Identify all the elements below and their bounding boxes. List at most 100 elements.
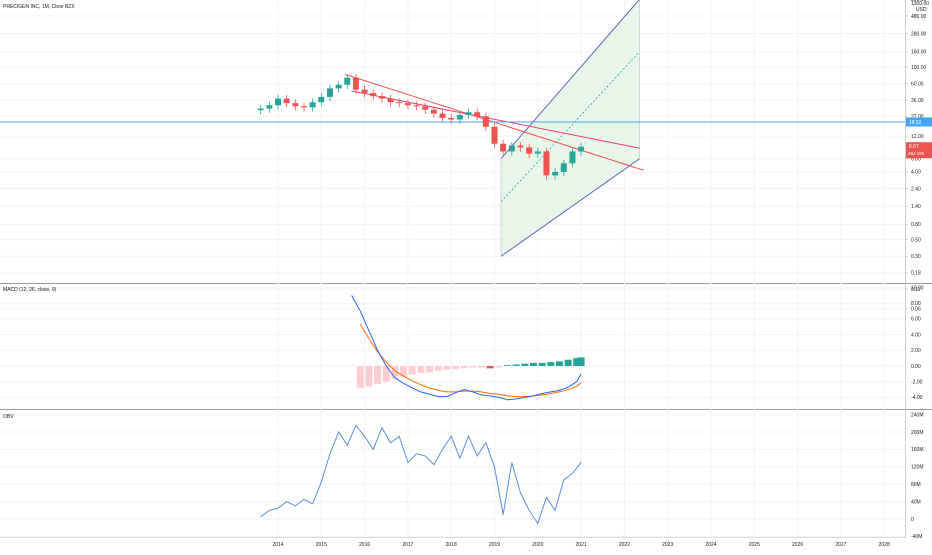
macd-histogram-bar — [495, 366, 503, 368]
last-price-badge — [906, 142, 932, 159]
obv-axis-label: 200M — [911, 430, 924, 436]
time-axis-label: 2026 — [792, 542, 803, 548]
price-axis-label: 0.80 — [911, 222, 921, 228]
price-axis-label: 2.40 — [911, 186, 921, 192]
candle-body — [283, 98, 290, 104]
candle-body — [534, 151, 541, 154]
candle-body — [517, 145, 524, 148]
price-axis-label: 0.30 — [911, 254, 921, 260]
price-axis-label: 36.00 — [911, 98, 924, 104]
price-axis-label: 160.00 — [911, 50, 927, 56]
candle-body — [543, 151, 550, 176]
macd-histogram-bar — [391, 366, 399, 380]
price-axis-label: 0.11 — [911, 287, 921, 293]
macd-histogram-bar — [452, 366, 460, 370]
time-axis-label: 2028 — [879, 542, 890, 548]
candle-body — [465, 112, 472, 115]
macd-histogram-bar — [486, 366, 494, 369]
time-axis-label: 2023 — [662, 542, 673, 548]
time-axis-label: 2021 — [576, 542, 587, 548]
macd-histogram-bar — [365, 366, 373, 387]
price-axis-label: 0.50 — [911, 237, 921, 243]
candle-body — [370, 93, 377, 97]
countdown-label: 36d 19h — [908, 151, 925, 156]
macd-histogram-bar — [374, 366, 382, 385]
time-axis-label: 2025 — [749, 542, 760, 548]
macd-axis-label: 8.00 — [911, 301, 921, 307]
time-axis-label: 2020 — [532, 542, 543, 548]
macd-histogram-bar — [503, 365, 511, 367]
price-axis-label: 1.40 — [911, 204, 921, 210]
price-axis-label: 0.18 — [911, 271, 921, 277]
macd-histogram-bar — [577, 357, 585, 366]
price-axis-label: 22.00 — [911, 114, 924, 120]
candle-body — [257, 108, 264, 111]
price-axis-label: 6.00 — [911, 157, 921, 163]
macd-histogram-bar — [443, 366, 451, 370]
hline-price-label: 18.52 — [909, 120, 922, 126]
obv-axis-label: 80M — [911, 482, 921, 488]
macd-histogram-bar — [469, 366, 477, 368]
macd-axis-label: 6.00 — [911, 317, 921, 323]
time-axis-label: 2018 — [446, 542, 457, 548]
price-axis-label: 12.00 — [911, 134, 924, 140]
obv-axis-label: -40M — [911, 534, 922, 540]
candle-body — [361, 89, 368, 94]
candle-body — [404, 103, 411, 106]
macd-histogram-bar — [521, 363, 529, 366]
candle-body — [560, 163, 567, 172]
macd-histogram-bar — [400, 366, 408, 377]
candle-body — [526, 147, 533, 154]
price-axis-label: 280.00 — [911, 31, 927, 37]
macd-histogram-bar — [382, 366, 390, 382]
time-axis-label: 2015 — [316, 542, 327, 548]
price-axis-label: 800.00 — [911, 0, 927, 3]
obv-line — [260, 424, 582, 525]
macd-histogram-bar — [529, 362, 537, 366]
last-price-label: 8.67 — [909, 144, 919, 150]
candle-body — [387, 98, 394, 103]
hline-price-badge — [906, 117, 932, 127]
macd-histogram-bar — [460, 366, 468, 369]
time-axis-label: 2022 — [619, 542, 630, 548]
candle-body — [569, 151, 576, 164]
macd-axis-label: 4.00 — [911, 332, 921, 338]
candle-body — [396, 102, 403, 104]
obv-axis-label: 120M — [911, 465, 924, 471]
candle-body — [430, 109, 437, 114]
macd-histogram-bar — [417, 366, 425, 374]
candle-body — [439, 113, 446, 118]
macd-axis-label: 0.00 — [911, 364, 921, 370]
candle-body — [413, 105, 420, 107]
candle-body — [422, 106, 429, 110]
candle-body — [491, 126, 498, 144]
candle-body — [266, 105, 273, 109]
candle-body — [335, 84, 342, 89]
macd-line — [351, 295, 582, 401]
candle-body — [508, 145, 515, 152]
currency-label: USD — [916, 7, 927, 13]
macd-histogram-bar — [478, 366, 486, 368]
macd-axis-label: -2.00 — [911, 380, 923, 386]
candle-body — [456, 114, 463, 120]
time-axis-label: 2024 — [705, 542, 716, 548]
candle-body — [318, 96, 325, 103]
price-axis-top-label: 1300.00 — [911, 1, 929, 7]
chart-title: PRECIGEN INC, 1M, Cboe BZX — [3, 4, 75, 10]
candle-body — [352, 77, 359, 90]
macd-histogram-bar — [573, 358, 581, 366]
candle-body — [552, 171, 559, 176]
candle-body — [275, 98, 281, 106]
macd-histogram-bar — [426, 366, 434, 373]
macd-title: MACD (12, 26, close, 9) — [3, 287, 57, 293]
obv-title: OBV — [3, 414, 14, 420]
macd-histogram-bar — [434, 366, 442, 371]
regression-channel-fill — [500, 0, 640, 257]
candle-body — [309, 102, 316, 108]
channel-lower-line[interactable] — [500, 158, 640, 257]
candle-body — [448, 117, 455, 120]
time-axis-label: 2027 — [835, 542, 846, 548]
